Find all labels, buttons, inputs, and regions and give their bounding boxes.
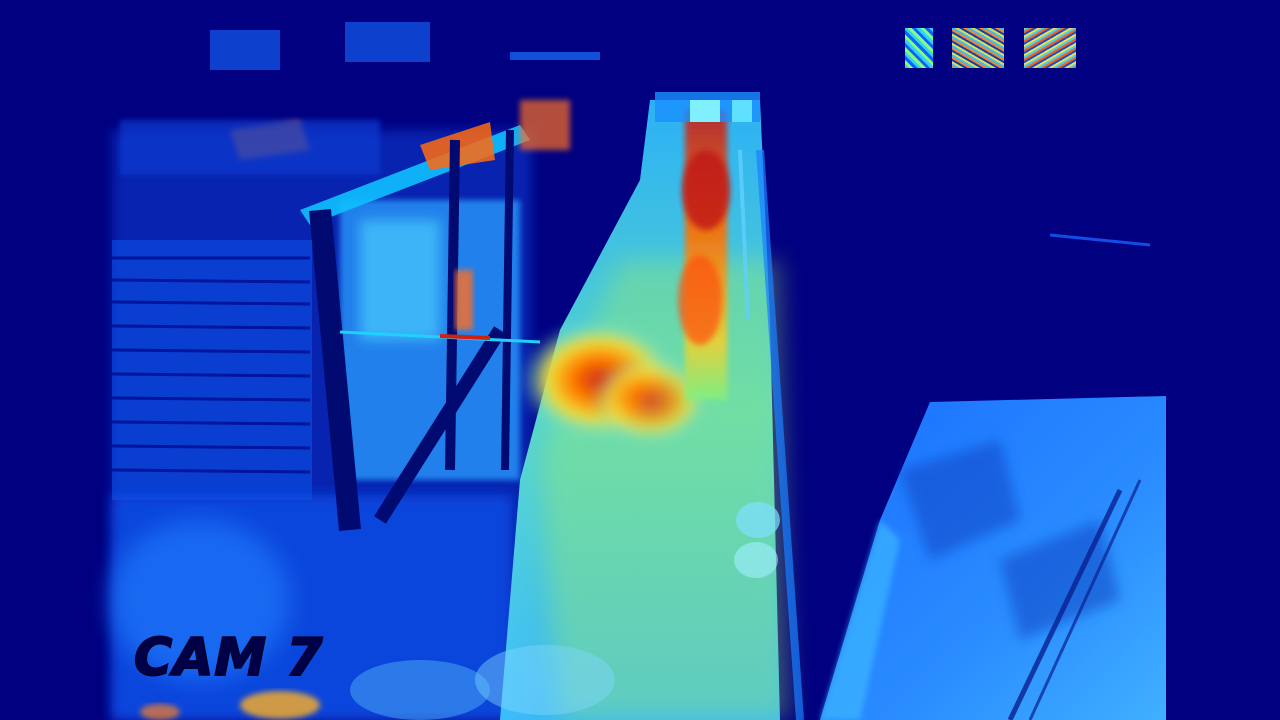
bottom-left-warm <box>140 691 320 720</box>
corridor-floor <box>350 92 790 720</box>
ceiling-beams <box>120 22 600 175</box>
right-slab <box>820 396 1166 720</box>
noise-glyph-icon <box>905 28 933 68</box>
right-wall <box>738 149 1151 720</box>
noise-glyph-icon <box>952 28 1004 68</box>
camera-label: CAM 7 <box>133 627 324 689</box>
noise-glyph-icon <box>1024 28 1076 68</box>
